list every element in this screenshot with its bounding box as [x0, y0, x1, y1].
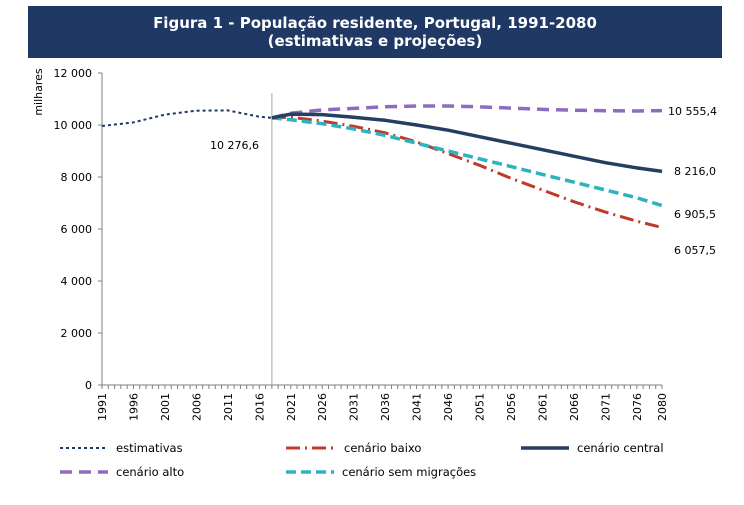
- x-tick-label: 2041: [411, 393, 424, 421]
- x-tick-label: 2080: [656, 393, 669, 421]
- x-tick-label: 2021: [285, 393, 298, 421]
- x-tick-label: 2001: [159, 393, 172, 421]
- x-tick-label: 2071: [599, 393, 612, 421]
- series-line-cen-rio-central: [271, 112, 663, 174]
- y-tick-label: 2 000: [61, 327, 93, 340]
- legend-label: cenário alto: [116, 465, 184, 479]
- x-tick-label: 1991: [96, 393, 109, 421]
- x-tick-label: 1996: [127, 393, 140, 421]
- series-line-cen-rio-sem-migra-es: [271, 116, 663, 208]
- x-tick-label: 2066: [568, 393, 581, 421]
- series-line-estimativas: [101, 109, 272, 127]
- x-tick-label: 2051: [474, 393, 487, 421]
- y-tick-label: 6 000: [61, 223, 93, 236]
- x-tick-label: 2036: [379, 393, 392, 421]
- data-label: 8 216,0: [674, 165, 716, 178]
- y-axis-title: milhares: [32, 68, 45, 116]
- y-tick-label: 4 000: [61, 275, 93, 288]
- x-tick-label: 2046: [442, 393, 455, 421]
- series-line-cen-rio-alto: [271, 104, 663, 120]
- x-tick-label: 2076: [631, 393, 644, 421]
- data-label: 6 057,5: [674, 244, 716, 257]
- x-tick-label: 2031: [348, 393, 361, 421]
- data-label: 10 276,6: [210, 139, 259, 152]
- x-tick-label: 2061: [536, 393, 549, 421]
- legend-label: estimativas: [116, 441, 183, 455]
- data-label: 6 905,5: [674, 208, 716, 221]
- legend-label: cenário sem migrações: [342, 465, 476, 479]
- chart-title-banner: Figura 1 - População residente, Portugal…: [28, 6, 722, 58]
- series-line-cen-rio-baixo: [271, 115, 663, 229]
- y-tick-label: 12 000: [54, 67, 93, 80]
- legend-label: cenário baixo: [344, 441, 421, 455]
- y-tick-label: 10 000: [54, 119, 93, 132]
- legend-label: cenário central: [577, 441, 664, 455]
- y-tick-label: 8 000: [61, 171, 93, 184]
- x-tick-label: 2026: [316, 393, 329, 421]
- x-tick-label: 2056: [505, 393, 518, 421]
- chart-title: Figura 1 - População residente, Portugal…: [153, 14, 597, 32]
- x-tick-label: 2006: [190, 393, 203, 421]
- x-tick-label: 2016: [253, 393, 266, 421]
- data-label: 10 555,4: [668, 105, 717, 118]
- y-tick-label: 0: [85, 379, 92, 392]
- chart-subtitle: (estimativas e projeções): [267, 32, 483, 50]
- x-tick-label: 2011: [222, 393, 235, 421]
